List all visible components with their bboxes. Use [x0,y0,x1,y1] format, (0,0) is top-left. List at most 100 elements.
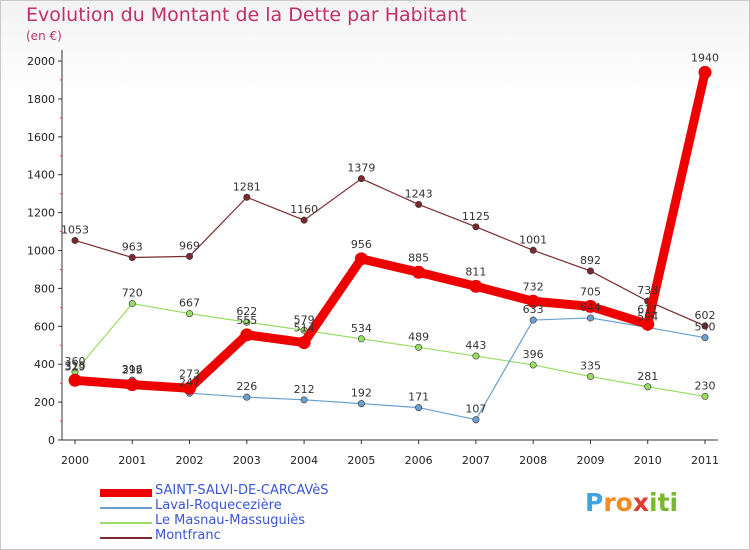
x-tick-label: 2005 [347,454,375,467]
logo-letter: i [669,488,679,517]
data-label: 107 [465,403,486,416]
data-label: 443 [465,339,486,352]
legend-swatch [100,507,152,509]
data-label: 1940 [691,51,719,64]
data-point [529,316,537,324]
data-point [300,396,308,404]
data-label: 1243 [405,187,433,200]
logo-letter: r [603,488,616,517]
data-point [644,383,652,391]
data-label: 611 [637,303,658,316]
data-label: 540 [695,321,716,334]
data-label: 230 [695,379,716,392]
series-line [74,178,706,327]
legend-label: Le Masnau-Massuguiès [155,513,306,528]
data-label: 644 [580,301,601,314]
data-label: 1125 [462,210,490,223]
data-point [415,200,423,208]
data-point [357,335,365,343]
data-label: 1001 [519,233,547,246]
y-tick-label: 600 [34,320,55,333]
y-tick-label: 2000 [27,55,55,68]
data-point [583,299,597,313]
y-tick-label: 1600 [27,131,55,144]
data-point [641,317,655,331]
data-label: 329 [65,361,86,374]
y-tick-label: 1200 [27,207,55,220]
legend-swatch [100,522,152,524]
y-tick-label: 200 [34,396,55,409]
series-line [74,317,706,421]
logo-letter: x [632,488,649,517]
data-point [243,193,251,201]
data-label: 733 [637,284,658,297]
logo-letter: i [649,488,658,517]
data-point [701,334,709,342]
y-tick-label: 0 [48,434,55,447]
x-tick-label: 2002 [176,454,204,467]
data-point [68,373,82,387]
legend-label: Montfranc [155,528,221,543]
data-label: 396 [523,348,544,361]
data-point [701,322,709,330]
logo-letter: o [615,488,633,517]
data-label: 633 [523,303,544,316]
x-tick-label: 2010 [634,454,662,467]
data-label: 1053 [61,223,89,236]
data-point [701,392,709,400]
data-point [469,279,483,293]
data-label: 281 [637,370,658,383]
data-label: 705 [580,285,601,298]
data-label: 534 [351,322,372,335]
proxiti-logo: Proxiti [585,488,678,517]
legend-swatch [100,489,152,497]
x-tick-label: 2011 [691,454,719,467]
data-label: 335 [580,360,601,373]
data-point [186,252,194,260]
data-label: 514 [294,322,315,335]
data-point [586,314,594,322]
legend-label: SAINT-SALVI-DE-CARCAVèS [155,483,329,498]
data-label: 1281 [233,180,261,193]
data-label: 247 [179,376,200,389]
data-label: 489 [408,330,429,343]
data-label: 602 [695,309,716,322]
data-label: 273 [179,367,200,380]
data-label: 171 [408,391,429,404]
y-tick-label: 400 [34,358,55,371]
x-tick-label: 2001 [118,454,146,467]
y-tick-label: 800 [34,282,55,295]
data-label: 555 [236,314,257,327]
data-point [415,343,423,351]
data-point [183,381,197,395]
data-point [354,252,368,266]
data-point [412,265,426,279]
y-tick-label: 1400 [27,169,55,182]
chart-title: Evolution du Montant de la Dette par Hab… [26,4,467,26]
data-label: 315 [65,359,86,372]
data-label: 969 [179,239,200,252]
data-point [472,223,480,231]
x-tick-label: 2004 [290,454,318,467]
x-tick-label: 2003 [233,454,261,467]
data-point [71,236,79,244]
data-label: 1160 [290,203,318,216]
data-point [586,373,594,381]
data-point [698,65,712,79]
data-point [297,336,311,350]
data-point [357,175,365,183]
logo-letter: P [585,488,604,517]
y-tick-label: 1000 [27,245,55,258]
x-tick-label: 2009 [576,454,604,467]
data-point [526,294,540,308]
data-label: 594 [637,310,658,323]
data-label: 292 [122,364,143,377]
x-tick-label: 2000 [61,454,89,467]
y-tick-label: 1800 [27,93,55,106]
series-line [74,302,706,398]
data-point [300,216,308,224]
legend-swatch [100,537,152,539]
data-label: 212 [294,383,315,396]
data-label: 579 [294,313,315,326]
